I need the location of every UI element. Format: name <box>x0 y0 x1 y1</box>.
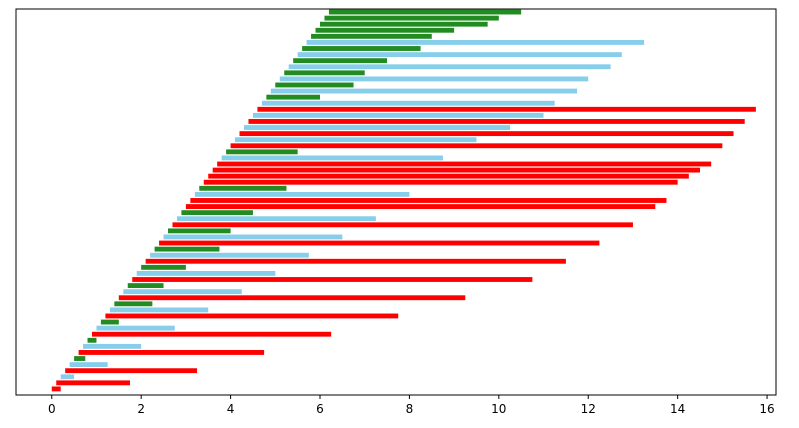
bar-49 <box>270 88 578 94</box>
x-axis: 0 2 4 6 8 10 12 14 16 <box>48 395 775 416</box>
bar-8 <box>87 337 97 343</box>
bar-53 <box>288 64 611 70</box>
bar-15 <box>118 295 466 301</box>
bar-61 <box>324 15 499 21</box>
bar-62 <box>328 9 522 15</box>
bar-17 <box>127 283 164 289</box>
x-tick-label: 12 <box>581 402 596 416</box>
bar-41 <box>235 137 477 143</box>
bar-46 <box>257 106 756 112</box>
bar-12 <box>105 313 399 319</box>
bar-6 <box>78 350 265 355</box>
bar-11 <box>100 319 119 325</box>
x-tick-label: 8 <box>406 402 414 416</box>
bar-19 <box>136 270 276 276</box>
bar-9 <box>92 331 332 337</box>
bar-42 <box>239 131 734 137</box>
bar-43 <box>244 125 510 130</box>
bar-50 <box>275 82 354 88</box>
bar-37 <box>217 161 712 167</box>
bar-32 <box>194 191 410 197</box>
x-tick-label: 16 <box>759 402 774 416</box>
bar-26 <box>168 228 231 234</box>
x-tick-label: 6 <box>316 402 324 416</box>
bar-25 <box>163 234 343 240</box>
bar-51 <box>279 76 589 82</box>
bar-7 <box>83 343 142 349</box>
bar-5 <box>74 356 86 361</box>
bar-31 <box>190 198 667 203</box>
bar-24 <box>159 240 600 246</box>
bar-22 <box>150 252 309 258</box>
bar-18 <box>132 277 533 282</box>
bar-13 <box>109 307 209 313</box>
bar-16 <box>123 289 242 295</box>
bar-54 <box>293 58 388 64</box>
bar-0 <box>51 386 61 392</box>
bar-57 <box>306 40 645 45</box>
bar-27 <box>172 222 633 228</box>
x-tick-label: 0 <box>48 402 56 416</box>
bar-10 <box>96 325 175 331</box>
bar-34 <box>203 179 678 185</box>
bar-23 <box>154 246 220 252</box>
bar-29 <box>181 210 253 216</box>
bar-2 <box>60 374 75 380</box>
bar-40 <box>230 143 723 149</box>
bar-38 <box>221 155 443 161</box>
bar-56 <box>302 46 421 51</box>
x-tick-label: 14 <box>670 402 685 416</box>
bar-44 <box>248 119 745 124</box>
plot-frame <box>15 8 777 396</box>
bar-30 <box>185 204 656 209</box>
bar-4 <box>69 362 108 368</box>
bar-39 <box>226 149 298 155</box>
bar-59 <box>315 27 455 33</box>
bar-33 <box>199 185 287 191</box>
bar-28 <box>176 216 376 222</box>
bar-35 <box>208 173 689 179</box>
x-tick-label: 10 <box>491 402 506 416</box>
x-tick-label: 2 <box>137 402 145 416</box>
bar-1 <box>56 380 130 386</box>
bar-14 <box>114 301 153 307</box>
bar-52 <box>284 70 365 76</box>
bar-47 <box>261 100 555 106</box>
bar-55 <box>297 52 622 58</box>
bar-20 <box>141 264 186 270</box>
bar-58 <box>311 33 432 39</box>
bar-21 <box>145 258 566 264</box>
bar-3 <box>65 368 198 374</box>
bars-layer <box>51 9 756 392</box>
bar-60 <box>320 21 488 27</box>
bar-45 <box>252 112 544 118</box>
bar-36 <box>212 167 700 173</box>
x-tick-label: 4 <box>227 402 235 416</box>
bar-48 <box>266 94 320 100</box>
